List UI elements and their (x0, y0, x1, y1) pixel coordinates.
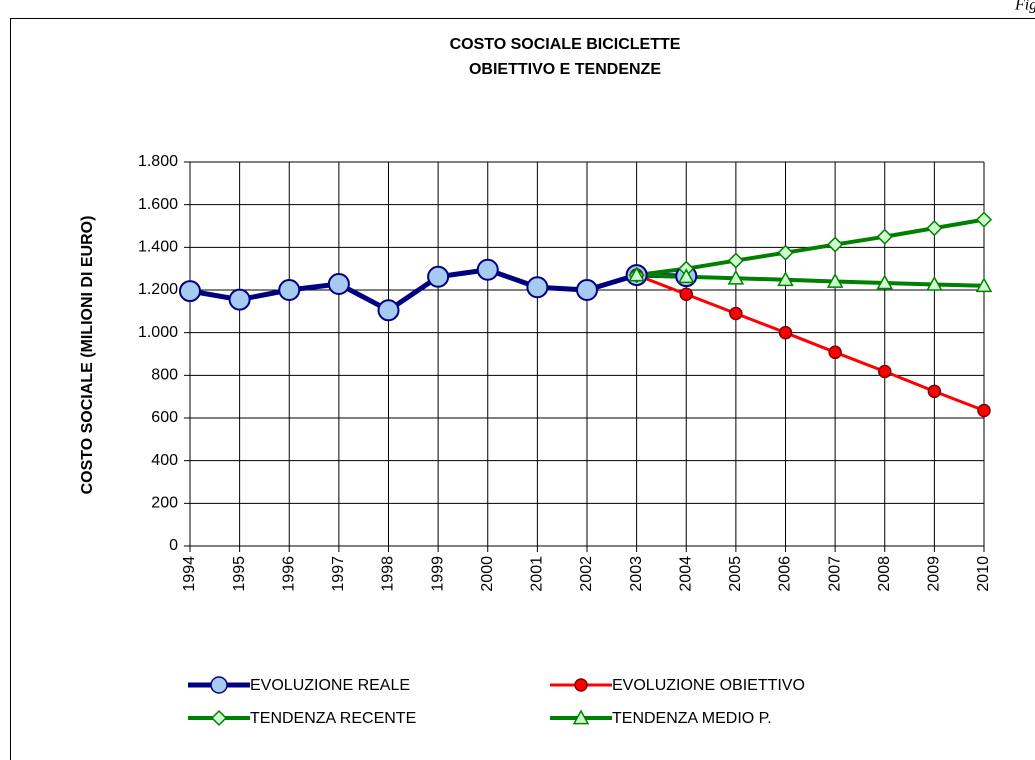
x-tick-label: 2002 (578, 556, 595, 592)
x-tick-label: 2005 (727, 556, 744, 592)
x-tick-label: 2001 (529, 556, 546, 592)
x-tick-label: 2004 (677, 556, 694, 592)
point (827, 236, 844, 253)
point (526, 276, 549, 299)
x-tick-label: 2000 (479, 556, 496, 592)
chart-title: COSTO SOCIALE BICICLETTE (450, 36, 681, 53)
x-tick-label: 2007 (826, 556, 843, 592)
point (826, 272, 844, 288)
y-tick-label: 400 (151, 452, 178, 469)
point (926, 220, 943, 237)
x-tick-label: 2006 (777, 556, 794, 592)
point (926, 275, 943, 291)
point (576, 279, 598, 301)
point (327, 273, 350, 296)
x-tick-label: 1995 (231, 556, 248, 592)
legend-marker (210, 709, 228, 727)
y-tick-label: 800 (151, 367, 178, 384)
x-tick-label: 1996 (280, 556, 297, 592)
point (975, 277, 993, 293)
point (977, 403, 991, 418)
y-tick-label: 0 (169, 537, 178, 554)
point (777, 271, 794, 287)
figure-label: Fig. 2.1 (1014, 0, 1035, 14)
legend-marker (572, 709, 590, 725)
point (677, 268, 695, 284)
series-line (636, 273, 985, 412)
y-tick-label: 1.400 (138, 239, 178, 256)
point (876, 228, 893, 245)
point (778, 325, 793, 340)
y-tick-label: 1.800 (138, 153, 178, 170)
y-tick-label: 200 (151, 495, 178, 512)
point (727, 269, 745, 285)
y-tick-label: 1.200 (138, 281, 178, 298)
point (727, 252, 744, 269)
point (777, 244, 794, 261)
legend-label: TENDENZA RECENTE (250, 710, 416, 727)
point (876, 274, 894, 290)
point (179, 280, 201, 303)
chart-title: OBIETTIVO E TENDENZE (469, 61, 661, 78)
y-tick-label: 600 (151, 409, 178, 426)
legend-marker (574, 678, 588, 692)
point (729, 306, 743, 321)
point (476, 258, 499, 281)
x-tick-label: 2003 (628, 556, 645, 592)
point (679, 287, 693, 302)
point (927, 384, 942, 399)
x-tick-label: 1997 (330, 556, 347, 592)
legend-label: EVOLUZIONE REALE (250, 677, 410, 694)
series-line (636, 217, 985, 278)
legend-label: TENDENZA MEDIO P. (612, 710, 772, 727)
y-tick-label: 1.000 (138, 324, 178, 341)
x-tick-label: 2009 (926, 556, 943, 592)
point (377, 299, 400, 322)
point (975, 211, 993, 228)
point (278, 279, 301, 301)
chart-frame (10, 18, 1035, 760)
x-tick-label: 1998 (380, 556, 397, 592)
point (878, 364, 892, 379)
point (228, 288, 251, 311)
legend-label: EVOLUZIONE OBIETTIVO (612, 677, 805, 694)
point (828, 345, 842, 360)
x-tick-label: 1994 (181, 556, 198, 592)
x-tick-label: 2010 (975, 556, 992, 592)
point (628, 266, 645, 282)
x-tick-label: 2008 (876, 556, 893, 592)
point (427, 265, 450, 288)
x-tick-label: 1999 (429, 556, 446, 592)
y-tick-label: 1.600 (138, 196, 178, 213)
y-axis-label: COSTO SOCIALE (MILIONI DI EURO) (79, 216, 96, 495)
legend-marker (210, 676, 228, 694)
